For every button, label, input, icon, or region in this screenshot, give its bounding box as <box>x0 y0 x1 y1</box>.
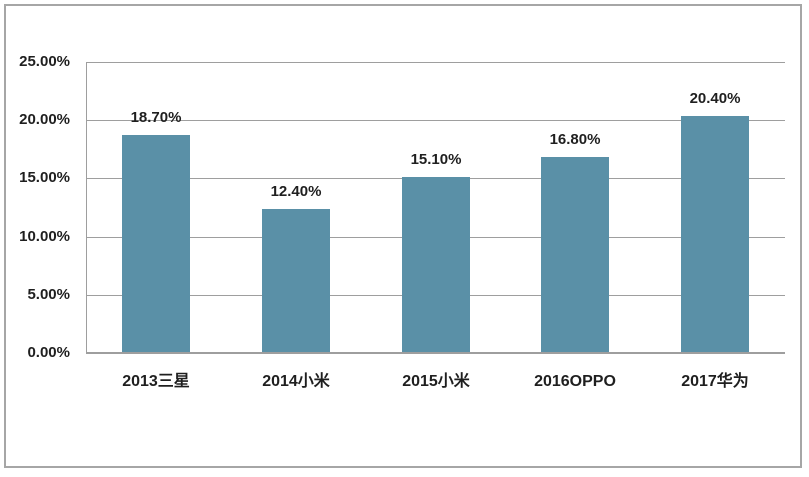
bar-value-label: 15.10% <box>410 151 462 168</box>
y-axis-tick-label: 10.00% <box>19 228 70 245</box>
bar-2014小米 <box>262 209 330 352</box>
bar-value-label: 16.80% <box>549 131 601 148</box>
x-axis-category-label: 2013三星 <box>122 373 190 390</box>
bar-value-label: 18.70% <box>130 109 182 126</box>
bar-2017华为 <box>681 116 749 352</box>
x-axis-category-label: 2016OPPO <box>534 373 616 390</box>
x-axis-category-label: 2015小米 <box>402 373 470 390</box>
bar-2013三星 <box>122 135 190 352</box>
x-axis-line <box>86 352 785 354</box>
bar-value-label: 12.40% <box>270 183 322 200</box>
y-axis-tick-label: 0.00% <box>27 344 70 361</box>
y-axis-tick-label: 25.00% <box>19 53 70 70</box>
gridline <box>86 120 785 121</box>
bar-2016OPPO <box>541 157 609 352</box>
x-axis-category-label: 2017华为 <box>681 373 749 390</box>
bar-value-label: 20.40% <box>689 90 741 107</box>
x-axis-category-label: 2014小米 <box>262 373 330 390</box>
bar-2015小米 <box>402 177 470 352</box>
gridline <box>86 62 785 63</box>
y-axis-tick-label: 20.00% <box>19 111 70 128</box>
y-axis-tick-label: 5.00% <box>27 286 70 303</box>
y-axis-tick-label: 15.00% <box>19 169 70 186</box>
y-axis-line <box>86 62 87 353</box>
